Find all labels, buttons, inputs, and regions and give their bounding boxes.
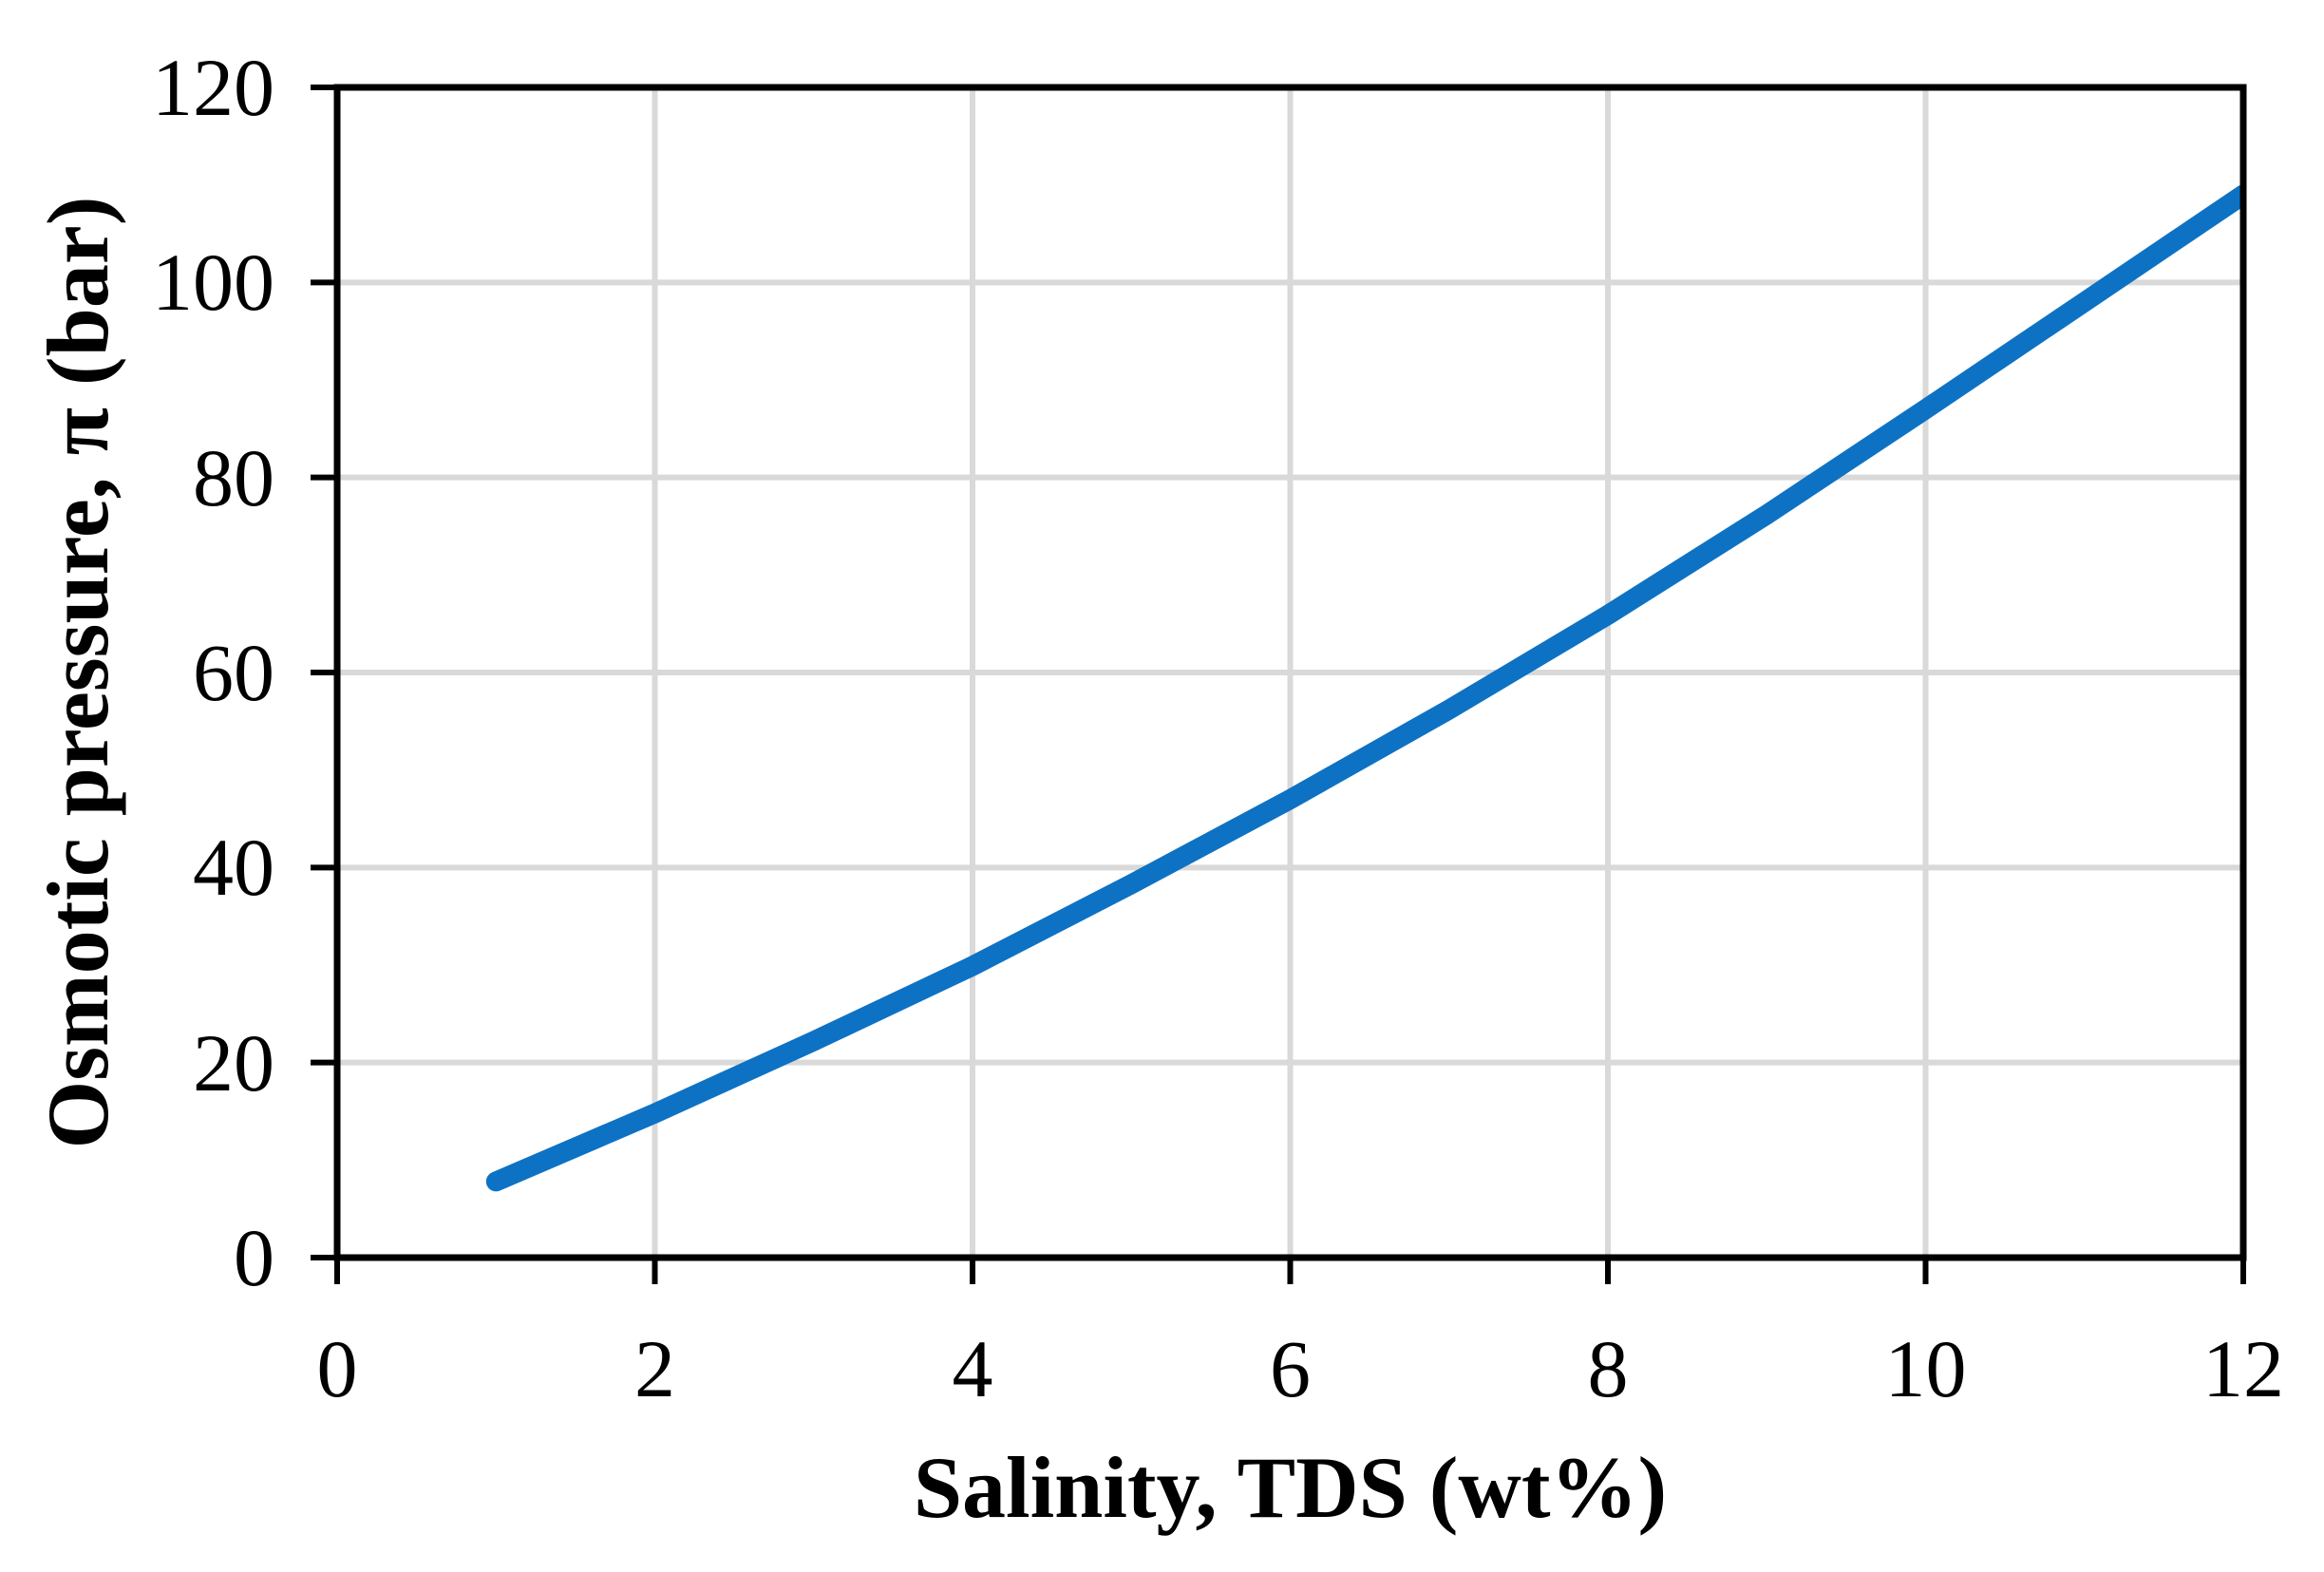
y-tick-label: 0 xyxy=(234,1212,274,1303)
x-tick-label: 8 xyxy=(1587,1323,1629,1414)
x-tick-label: 12 xyxy=(2202,1323,2284,1414)
y-tick-label: 80 xyxy=(193,431,274,523)
y-tick-label: 20 xyxy=(193,1016,274,1108)
x-axis-title: Salinity, TDS (wt%) xyxy=(913,1439,1668,1536)
x-tick-label: 6 xyxy=(1270,1323,1311,1414)
y-tick-label: 40 xyxy=(193,822,274,914)
x-tick-label: 0 xyxy=(316,1323,358,1414)
x-tick-label: 2 xyxy=(634,1323,675,1414)
x-tick-label: 10 xyxy=(1884,1323,1967,1414)
y-axis-title: Osmotic pressure, π (bar) xyxy=(29,196,126,1149)
y-tick-label: 120 xyxy=(152,42,274,133)
y-tick-label: 60 xyxy=(193,627,274,718)
x-tick-label: 4 xyxy=(952,1323,993,1414)
line-series xyxy=(485,184,2243,1192)
plot-border xyxy=(333,84,2247,1261)
y-tick-label: 100 xyxy=(152,237,274,329)
